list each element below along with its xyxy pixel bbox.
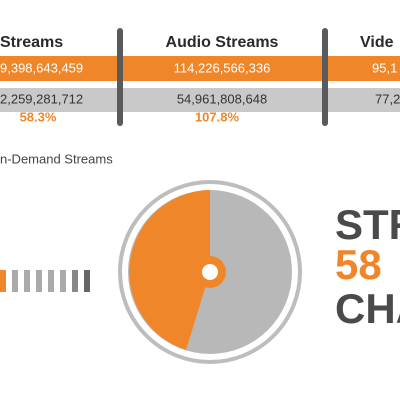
cell: 2,259,281,712 [0,91,83,106]
cell: 114,226,566,336 [174,60,271,75]
cell: 95,1 [372,60,397,75]
cell: 9,398,643,459 [0,60,83,75]
orange-band [0,56,400,81]
cell: 77,2 [375,91,400,106]
column-header: Vide [360,34,394,51]
change: 107.8% [195,109,240,124]
headline: CHA [335,285,400,332]
headline: 58 [335,241,382,288]
divider [117,28,123,126]
disc [118,180,302,364]
divider [322,28,328,126]
gray-band [0,88,400,112]
section-label: n-Demand Streams [0,151,113,166]
cell: 54,961,808,648 [177,91,267,106]
headline: STR [335,201,400,248]
dashes [0,270,90,292]
column-header: Audio Streams [166,34,279,51]
change: 58.3% [20,109,57,124]
column-header: Streams [0,34,63,51]
